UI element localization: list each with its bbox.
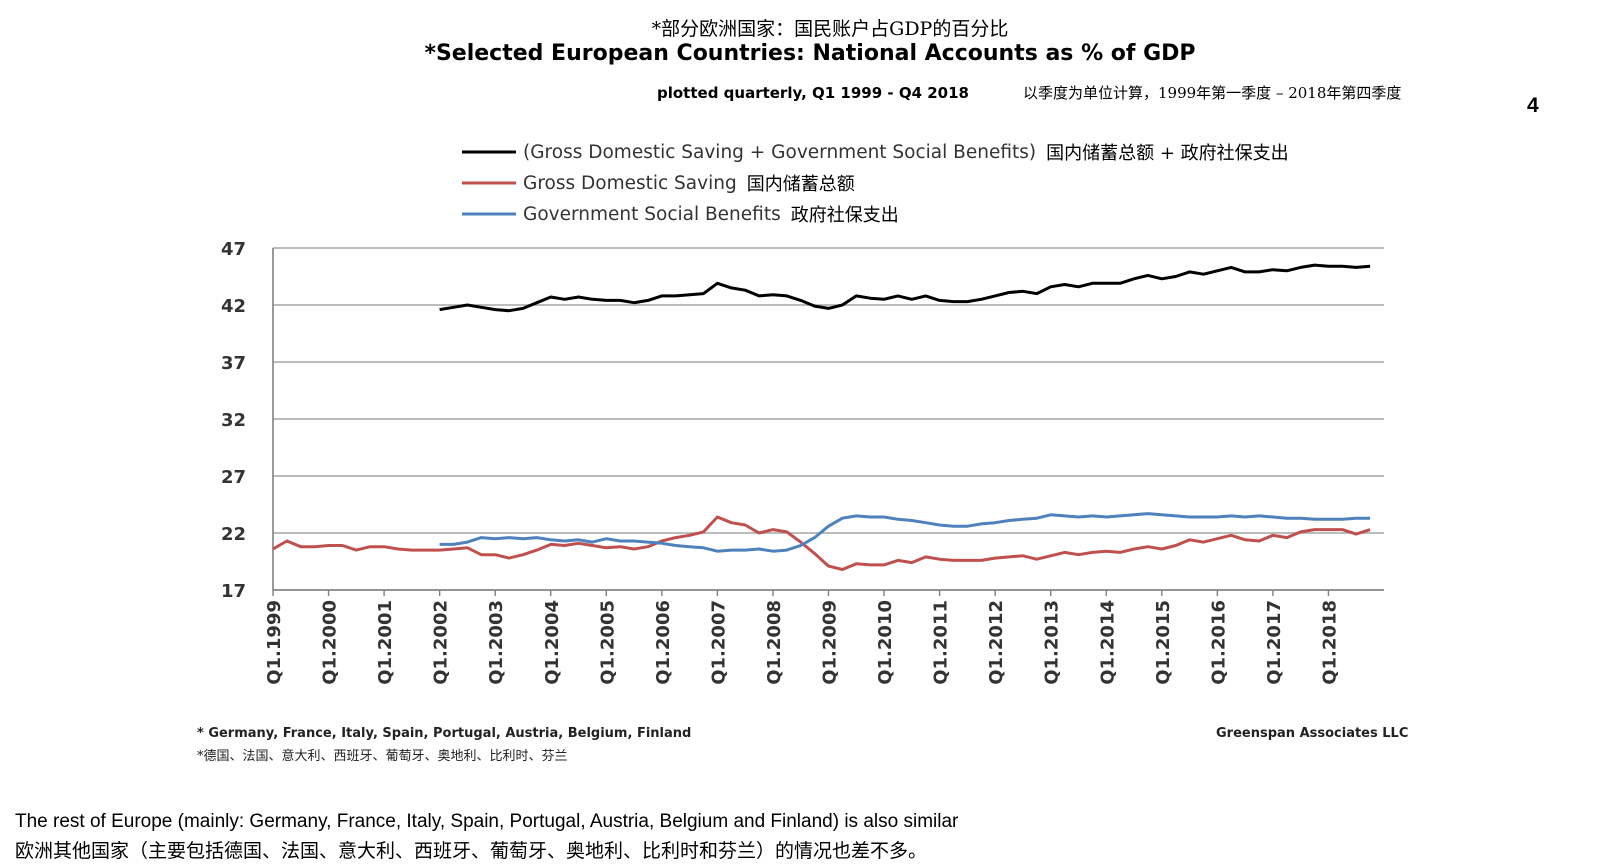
x-tick-label: Q1.2003 [486, 600, 507, 685]
x-tick-label: Q1.2001 [375, 600, 396, 685]
series-lines [272, 263, 1371, 571]
y-tick-label: 32 [221, 410, 246, 431]
x-tick-label: Q1.2014 [1097, 600, 1118, 685]
x-tick-label: Q1.2002 [431, 600, 452, 685]
y-tick-label: 42 [221, 296, 246, 317]
y-tick-label: 17 [221, 581, 246, 602]
x-tick-label: Q1.2009 [820, 600, 841, 685]
x-tick-label: Q1.2018 [1319, 600, 1340, 685]
caption-cn: 欧洲其他国家（主要包括德国、法国、意大利、西班牙、葡萄牙、奥地利、比利时和芬兰）… [15, 840, 928, 862]
page-number: 4 [1527, 94, 1539, 117]
footnote: * Germany, France, Italy, Spain, Portuga… [197, 726, 692, 741]
legend-label: Gross Domestic Saving [523, 173, 737, 194]
line-chart: 17 22 27 32 37 42 47 Q1.1999 Q1.2000 Q1.2001 Q1.20… [221, 142, 1384, 685]
x-tick-label: Q1.2017 [1264, 600, 1285, 685]
chart-title-cn: *部分欧洲国家：国民账户占GDP的百分比 [651, 18, 1009, 40]
legend-label-cn: 政府社保支出 [791, 205, 899, 226]
x-tick-label: Q1.2007 [708, 600, 729, 685]
legend: (Gross Domestic Saving + Government Soci… [462, 142, 1289, 226]
x-tick-label: Q1.2006 [653, 600, 674, 685]
x-tick-label: Q1.1999 [264, 600, 285, 685]
series-line-gross-domestic-saving [272, 515, 1371, 571]
x-tick-label: Q1.2013 [1042, 600, 1063, 685]
chart-title: *Selected European Countries: National A… [424, 41, 1196, 66]
legend-label: (Gross Domestic Saving + Government Soci… [523, 142, 1036, 163]
legend-label: Government Social Benefits [523, 204, 781, 225]
x-tick-label: Q1.2008 [764, 600, 785, 685]
x-tick-label: Q1.2000 [320, 600, 341, 685]
chart-subtitle-cn: 以季度为单位计算，1999年第一季度 – 2018年第四季度 [1023, 84, 1402, 102]
footnote-cn: *德国、法国、意大利、西班牙、葡萄牙、奥地利、比利时、芬兰 [197, 749, 568, 764]
source-label: Greenspan Associates LLC [1216, 726, 1409, 741]
caption: The rest of Europe (mainly: Germany, Fra… [15, 811, 959, 832]
x-tick-label: Q1.2016 [1208, 600, 1229, 685]
legend-label-cn: 国内储蓄总额 + 政府社保支出 [1046, 143, 1289, 164]
chart-subtitle: plotted quarterly, Q1 1999 - Q4 2018 [657, 84, 969, 102]
x-tick-label: Q1.2005 [597, 600, 618, 685]
x-tick-label: Q1.2011 [931, 600, 952, 685]
legend-label-cn: 国内储蓄总额 [747, 174, 855, 195]
series-line-government-social-benefits [439, 512, 1371, 553]
x-tick-label: Q1.2015 [1153, 600, 1174, 685]
x-tick-label: Q1.2010 [875, 600, 896, 685]
y-tick-label: 47 [221, 239, 246, 260]
axes: 17 22 27 32 37 42 47 Q1.1999 Q1.2000 Q1.2001 Q1.20… [221, 239, 1384, 685]
x-tick-label: Q1.2012 [986, 600, 1007, 685]
y-tick-label: 27 [221, 467, 246, 488]
y-tick-label: 22 [221, 524, 246, 545]
series-line-gross-domestic-saving-government-social-benefits [439, 263, 1371, 313]
y-tick-label: 37 [221, 353, 246, 374]
x-tick-label: Q1.2004 [542, 600, 563, 685]
